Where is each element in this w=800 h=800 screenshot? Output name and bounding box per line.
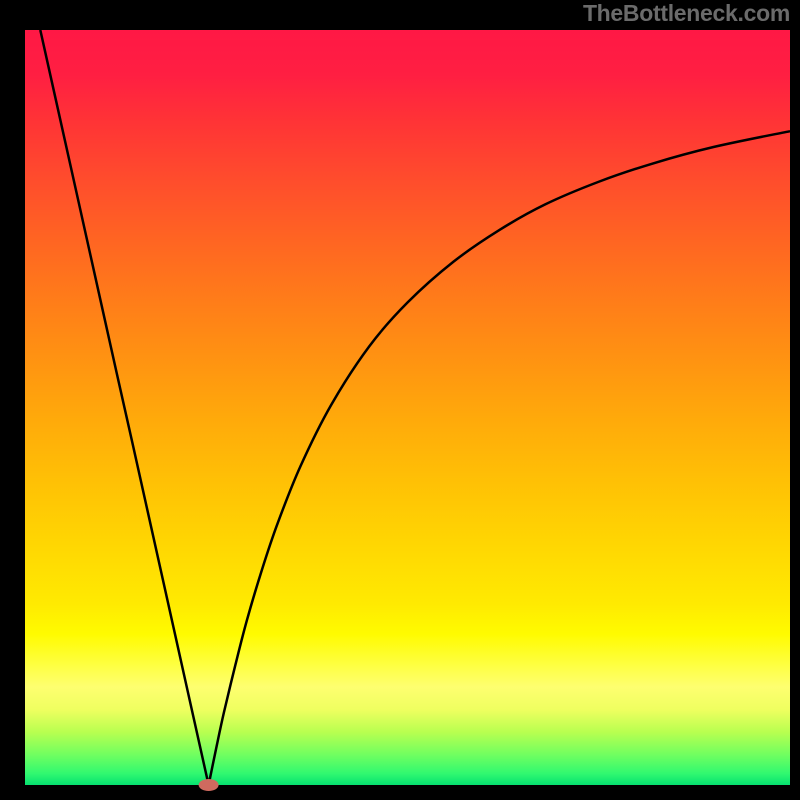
- bottleneck-curve: [40, 30, 790, 785]
- chart-container: TheBottleneck.com: [0, 0, 800, 800]
- curve-overlay: [25, 30, 790, 785]
- watermark-text: TheBottleneck.com: [583, 0, 790, 27]
- plot-area: [25, 30, 790, 785]
- optimal-marker: [199, 779, 219, 791]
